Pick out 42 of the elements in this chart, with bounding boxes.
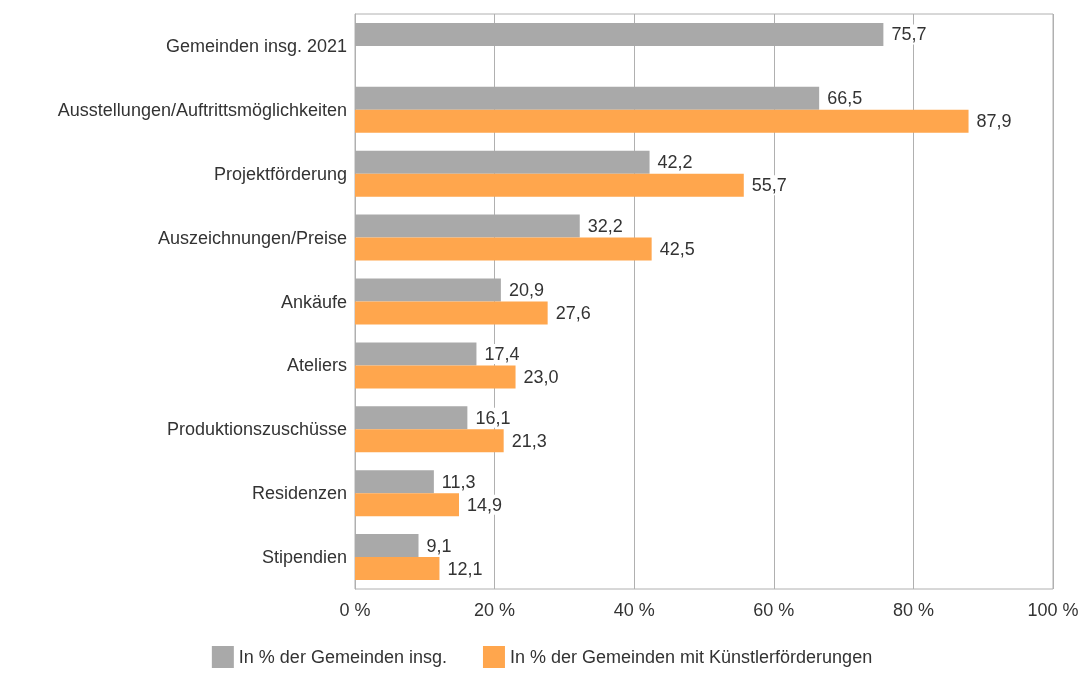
data-label: 11,3 <box>441 471 476 492</box>
data-label: 32,2 <box>587 216 623 237</box>
data-label: 12,1 <box>447 558 483 579</box>
data-label: 75,7 <box>891 24 927 45</box>
bar <box>355 365 516 389</box>
y-tick-label: Residenzen <box>251 483 347 504</box>
data-label: 20,9 <box>508 280 544 300</box>
x-tick-label: 100 % <box>1027 600 1079 620</box>
y-tick-label: Stipendien <box>261 547 347 568</box>
bar <box>355 429 504 453</box>
bar <box>355 109 969 133</box>
x-tick-label: 40 % <box>613 600 655 620</box>
bar <box>355 557 440 581</box>
legend-label: In % der Gemeinden insg. <box>238 647 447 667</box>
y-tick-label: Ateliers <box>286 355 347 376</box>
data-label: 66,5 <box>827 88 863 109</box>
y-tick-label: Gemeinden insg. 2021 <box>165 35 347 56</box>
y-tick-label: Auszeichnungen/Preise <box>157 227 347 248</box>
y-tick-label: Projektförderung <box>213 163 347 184</box>
x-tick-label: 60 % <box>753 600 795 620</box>
bar <box>355 237 652 261</box>
bar <box>355 493 459 517</box>
data-label: 16,1 <box>475 407 511 428</box>
legend-label: In % der Gemeinden mit Künstlerförderungen <box>509 647 873 667</box>
y-tick-label: Ankäufe <box>280 291 347 312</box>
data-label: 17,4 <box>484 343 520 364</box>
data-label: 21,3 <box>511 430 547 451</box>
data-label: 27,6 <box>555 303 591 323</box>
y-tick-label: Ausstellungen/Auftrittsmöglichkeiten <box>57 99 347 120</box>
data-label: 42,5 <box>659 239 695 260</box>
bar <box>355 173 744 197</box>
data-label: 9,1 <box>426 535 452 556</box>
x-tick-label: 80 % <box>892 600 934 620</box>
data-label: 42,2 <box>657 152 693 173</box>
x-tick-label: 20 % <box>474 600 516 620</box>
data-label: 23,0 <box>523 366 559 387</box>
x-tick-label: 0 % <box>339 600 371 620</box>
data-label: 55,7 <box>751 175 787 196</box>
data-label: 87,9 <box>976 111 1012 132</box>
bar <box>355 301 548 325</box>
y-tick-label: Produktionszuschüsse <box>166 419 347 440</box>
data-label: 14,9 <box>467 494 503 515</box>
